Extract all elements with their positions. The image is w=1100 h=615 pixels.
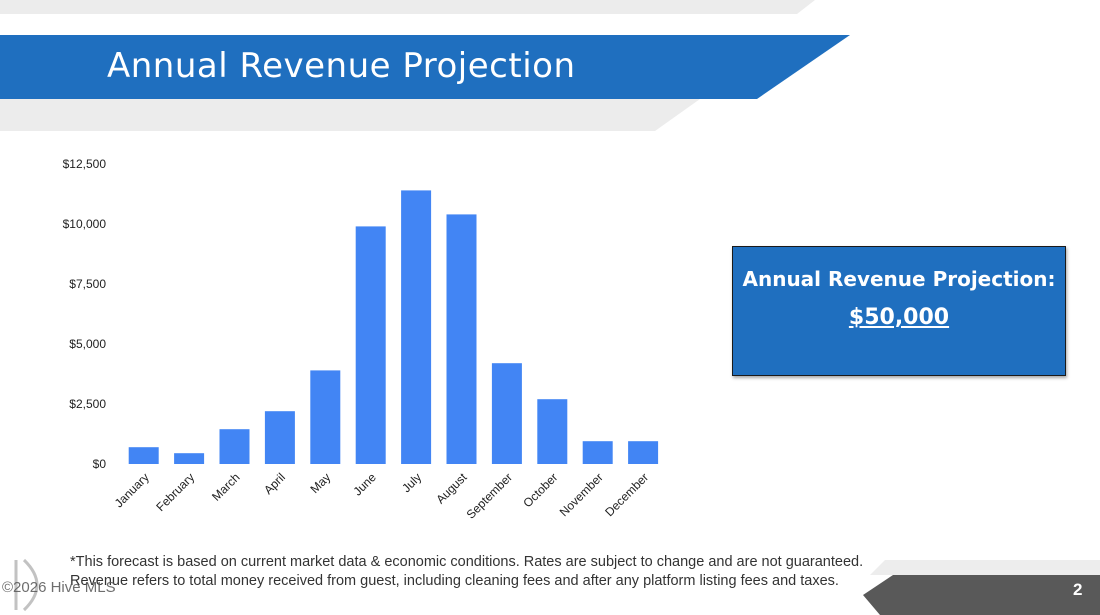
revenue-bar-chart: $0 $2,500 $5,000 $7,500 $10,000 $12,500 Januar… bbox=[63, 157, 659, 522]
x-tick-label: February bbox=[153, 470, 197, 514]
y-tick-label: $0 bbox=[93, 457, 107, 471]
bar-december bbox=[628, 441, 659, 464]
x-tick-label: September bbox=[464, 470, 515, 521]
banner-gray-band bbox=[0, 0, 1100, 14]
x-tick-label: December bbox=[602, 470, 651, 519]
bar-may bbox=[310, 370, 341, 464]
footer-band bbox=[14, 558, 1100, 615]
x-tick-label: October bbox=[520, 470, 560, 510]
banner-blue-strip bbox=[0, 35, 850, 99]
x-tick-label: January bbox=[112, 470, 152, 510]
header-banner bbox=[0, 0, 1100, 131]
bar-august bbox=[446, 214, 477, 464]
bar-july bbox=[401, 190, 432, 464]
banner-bottom-gray-strip bbox=[0, 99, 700, 131]
x-tick-label: August bbox=[433, 470, 470, 507]
bar-april bbox=[264, 411, 295, 464]
summary-value: $50,000 bbox=[848, 305, 950, 330]
y-tick-label: $5,000 bbox=[69, 337, 106, 351]
x-tick-label: June bbox=[351, 470, 380, 499]
bar-june bbox=[355, 226, 386, 464]
logo-mark bbox=[14, 558, 39, 612]
bar-february bbox=[174, 453, 205, 464]
bar-october bbox=[537, 399, 568, 464]
footer-dark-strip bbox=[863, 575, 1100, 615]
summary-label: Annual Revenue Projection: bbox=[742, 267, 1056, 291]
y-tick-label: $7,500 bbox=[69, 277, 106, 291]
page-number: 2 bbox=[1073, 580, 1083, 599]
footer-light-strip bbox=[870, 560, 1100, 575]
summary-box: Annual Revenue Projection: $50,000 bbox=[732, 246, 1066, 376]
x-tick-label: May bbox=[307, 470, 333, 496]
bar-january bbox=[128, 447, 159, 464]
disclaimer-footnote: *This forecast is based on current marke… bbox=[70, 554, 864, 589]
x-tick-label: July bbox=[399, 470, 424, 495]
bar-november bbox=[582, 441, 613, 464]
x-tick-label: April bbox=[261, 470, 288, 497]
bar-march bbox=[219, 429, 250, 464]
x-tick-label: November bbox=[557, 470, 606, 519]
y-tick-label: $2,500 bbox=[69, 397, 106, 411]
watermark-text: ©2026 Hive MLS bbox=[2, 579, 116, 596]
bar-september bbox=[491, 363, 522, 464]
y-tick-label: $10,000 bbox=[63, 217, 107, 231]
y-tick-label: $12,500 bbox=[63, 157, 107, 171]
page-title: Annual Revenue Projection bbox=[107, 46, 576, 86]
banner-top-gray-strip bbox=[0, 0, 815, 14]
x-tick-label: March bbox=[209, 470, 242, 503]
